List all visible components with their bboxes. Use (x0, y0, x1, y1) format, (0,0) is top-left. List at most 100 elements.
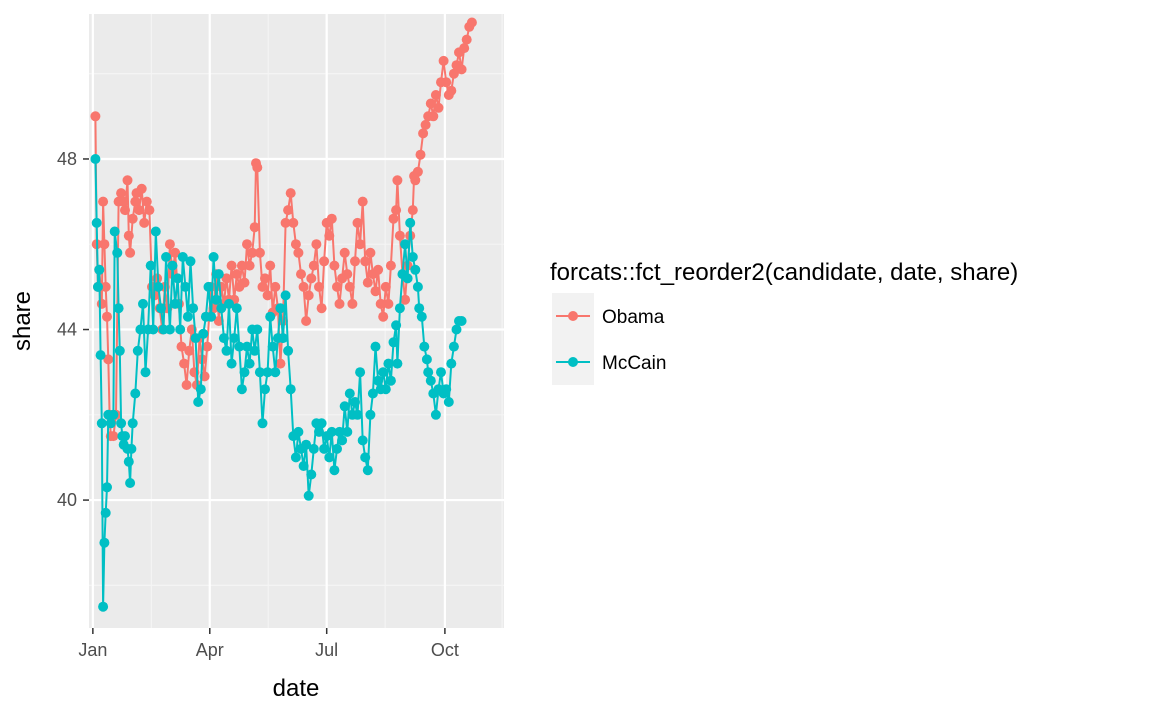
data-point (249, 345, 260, 356)
data-point (391, 320, 402, 331)
data-point (451, 324, 462, 335)
data-point (311, 239, 322, 250)
data-point (324, 452, 335, 463)
data-point (100, 281, 111, 292)
data-point (127, 213, 138, 224)
data-point (231, 303, 242, 314)
data-point (360, 256, 371, 267)
data-point (332, 443, 342, 454)
data-point (420, 119, 431, 130)
data-point (148, 324, 159, 335)
data-point (122, 175, 133, 186)
y-tick-label: 48 (57, 149, 77, 169)
data-point (433, 102, 444, 113)
data-point (135, 324, 146, 335)
data-point (405, 217, 416, 228)
data-point (249, 222, 260, 233)
data-point (373, 264, 384, 275)
data-point (136, 183, 147, 194)
data-point (419, 341, 430, 352)
data-point (438, 55, 449, 66)
data-point (285, 188, 296, 199)
data-point (436, 367, 446, 378)
data-point (329, 260, 340, 271)
data-point (164, 324, 175, 335)
data-point (94, 264, 105, 275)
data-point (102, 482, 112, 493)
data-point (407, 252, 418, 262)
data-point (400, 239, 411, 250)
data-point (123, 230, 134, 241)
data-point (102, 311, 112, 322)
data-point (156, 303, 166, 314)
y-tick-label: 40 (57, 490, 77, 510)
data-point (126, 443, 137, 454)
data-point (221, 345, 232, 356)
data-point (456, 64, 467, 75)
data-point (179, 358, 190, 369)
data-point (380, 384, 391, 395)
data-point (218, 333, 229, 344)
x-axis-title: date (273, 675, 320, 702)
data-point (421, 354, 432, 365)
data-point (441, 384, 452, 395)
data-point (150, 226, 161, 237)
data-point (257, 418, 268, 429)
legend-label: Obama (602, 307, 665, 328)
data-point (139, 217, 150, 228)
data-point (456, 316, 467, 326)
data-point (175, 324, 186, 335)
data-point (423, 367, 434, 378)
data-point (293, 247, 304, 258)
data-point (252, 324, 263, 335)
data-point (326, 213, 337, 224)
data-point (141, 196, 152, 207)
data-point (293, 426, 304, 437)
data-point (418, 128, 429, 139)
data-point (303, 490, 314, 501)
legend-title: forcats::fct_reorder2(candidate, date, s… (550, 259, 1018, 286)
data-point (116, 188, 127, 199)
data-point (357, 435, 368, 446)
data-point (184, 345, 195, 356)
data-point (198, 328, 209, 339)
data-point (329, 465, 340, 476)
data-point (103, 354, 114, 365)
data-point (355, 367, 366, 378)
data-point (375, 298, 386, 309)
data-point (383, 298, 394, 309)
data-point (252, 162, 263, 173)
data-point (185, 256, 196, 267)
data-point (285, 384, 296, 395)
y-axis-title: share (9, 291, 36, 351)
data-point (134, 205, 145, 216)
data-point (242, 239, 252, 250)
data-point (298, 461, 309, 471)
data-point (260, 273, 270, 284)
data-point (170, 247, 181, 258)
data-point (370, 286, 381, 297)
data-point (216, 303, 227, 314)
data-point (334, 426, 345, 437)
data-point (265, 260, 276, 271)
data-point (265, 311, 276, 322)
data-point (254, 247, 265, 258)
data-point (334, 298, 345, 309)
data-point (95, 350, 106, 361)
data-point (108, 431, 119, 442)
data-point (441, 77, 452, 88)
y-tick-label: 44 (57, 320, 77, 340)
data-point (164, 239, 175, 250)
data-point (244, 358, 255, 369)
legend-label: McCain (602, 353, 666, 374)
data-point (116, 418, 127, 429)
data-point (415, 149, 426, 160)
data-point (308, 260, 319, 271)
data-point (392, 175, 403, 186)
data-point (242, 341, 252, 352)
data-point (296, 269, 306, 280)
data-point (394, 303, 405, 314)
legend-item-obama: Obama (552, 293, 665, 339)
data-point (236, 384, 247, 395)
data-point (365, 247, 376, 258)
